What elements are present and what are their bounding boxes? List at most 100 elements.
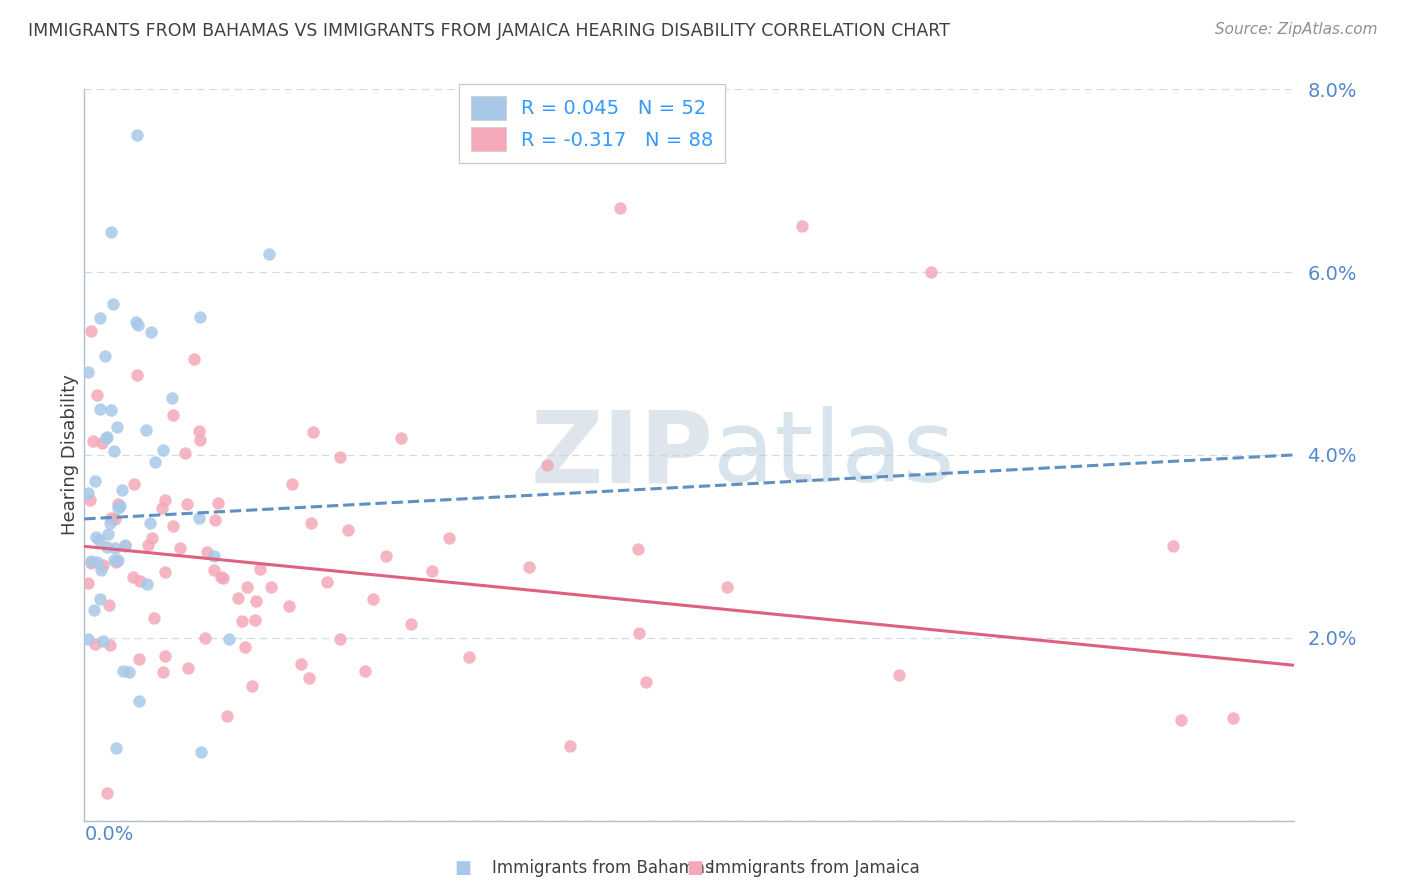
Point [118, 665, 141, 679]
Point [111, 664, 134, 678]
Point [183, 351, 205, 366]
Point [105, 419, 128, 434]
Point [420, 564, 443, 578]
Point [190, 746, 212, 760]
Point [128, 652, 150, 666]
Point [298, 671, 321, 685]
Point [215, 709, 238, 723]
Point [86, 555, 108, 569]
Point [114, 537, 136, 551]
Point [91, 558, 114, 573]
Point [361, 592, 384, 607]
Point [96, 540, 118, 554]
Point [536, 458, 558, 473]
Point [90, 563, 112, 577]
Point [121, 570, 143, 584]
Point [98, 638, 121, 652]
Text: IMMIGRANTS FROM BAHAMAS VS IMMIGRANTS FROM JAMAICA HEARING DISABILITY CORRELATIO: IMMIGRANTS FROM BAHAMAS VS IMMIGRANTS FR… [28, 22, 950, 40]
Point [188, 433, 211, 447]
Point [125, 368, 148, 382]
Point [80, 554, 103, 568]
Point [96, 527, 118, 541]
Point [519, 559, 541, 574]
Point [108, 500, 131, 514]
Point [111, 483, 134, 497]
Point [89, 402, 111, 417]
Point [98, 516, 121, 531]
Point [609, 201, 631, 215]
Point [389, 431, 412, 445]
Point [153, 493, 176, 508]
Text: Source: ZipAtlas.com: Source: ZipAtlas.com [1215, 22, 1378, 37]
Point [627, 626, 650, 640]
Point [218, 632, 240, 646]
Point [399, 616, 422, 631]
Point [136, 538, 159, 552]
Point [91, 634, 114, 648]
Point [86, 388, 108, 402]
Text: Immigrants from Jamaica: Immigrants from Jamaica [710, 859, 920, 877]
Point [100, 511, 122, 525]
Point [329, 632, 352, 646]
Point [107, 497, 129, 511]
Point [790, 219, 813, 234]
Point [716, 580, 738, 594]
Point [245, 613, 267, 627]
Point [142, 611, 165, 625]
Point [257, 246, 280, 260]
Point [77, 485, 100, 500]
Point [162, 408, 184, 422]
Point [231, 614, 253, 628]
Point [204, 513, 226, 527]
Point [128, 574, 150, 588]
Point [82, 434, 104, 448]
Point [98, 599, 121, 613]
Point [153, 649, 176, 664]
Point [103, 552, 125, 566]
Point [155, 565, 177, 579]
Point [103, 444, 125, 458]
Point [195, 545, 218, 559]
Point [141, 325, 163, 339]
Point [299, 516, 322, 530]
Point [89, 591, 111, 606]
Point [104, 541, 127, 556]
Point [84, 530, 107, 544]
Point [89, 533, 111, 548]
Text: ZIP: ZIP [530, 407, 713, 503]
Point [1161, 539, 1184, 553]
Y-axis label: Hearing Disability: Hearing Disability [62, 375, 80, 535]
Point [207, 495, 229, 509]
Point [194, 632, 217, 646]
Point [187, 511, 209, 525]
Point [96, 432, 118, 446]
Point [89, 310, 111, 325]
Point [636, 675, 658, 690]
Point [887, 668, 910, 682]
Point [135, 576, 157, 591]
Point [162, 518, 184, 533]
Point [125, 128, 148, 142]
Point [100, 225, 122, 239]
Point [190, 310, 212, 324]
Point [173, 446, 195, 460]
Point [77, 576, 100, 591]
Point [83, 603, 105, 617]
Point [162, 391, 184, 405]
Point [316, 574, 339, 589]
Point [1170, 713, 1192, 727]
Point [150, 500, 173, 515]
Point [202, 549, 225, 563]
Point [226, 591, 249, 605]
Point [77, 365, 100, 379]
Point [374, 549, 396, 564]
Text: Immigrants from Bahamas: Immigrants from Bahamas [492, 859, 714, 877]
Text: atlas: atlas [713, 407, 955, 503]
Point [152, 442, 174, 457]
Point [84, 475, 107, 489]
Point [212, 571, 235, 585]
Point [240, 679, 263, 693]
Text: ■: ■ [454, 859, 471, 877]
Point [209, 570, 232, 584]
Point [135, 423, 157, 437]
